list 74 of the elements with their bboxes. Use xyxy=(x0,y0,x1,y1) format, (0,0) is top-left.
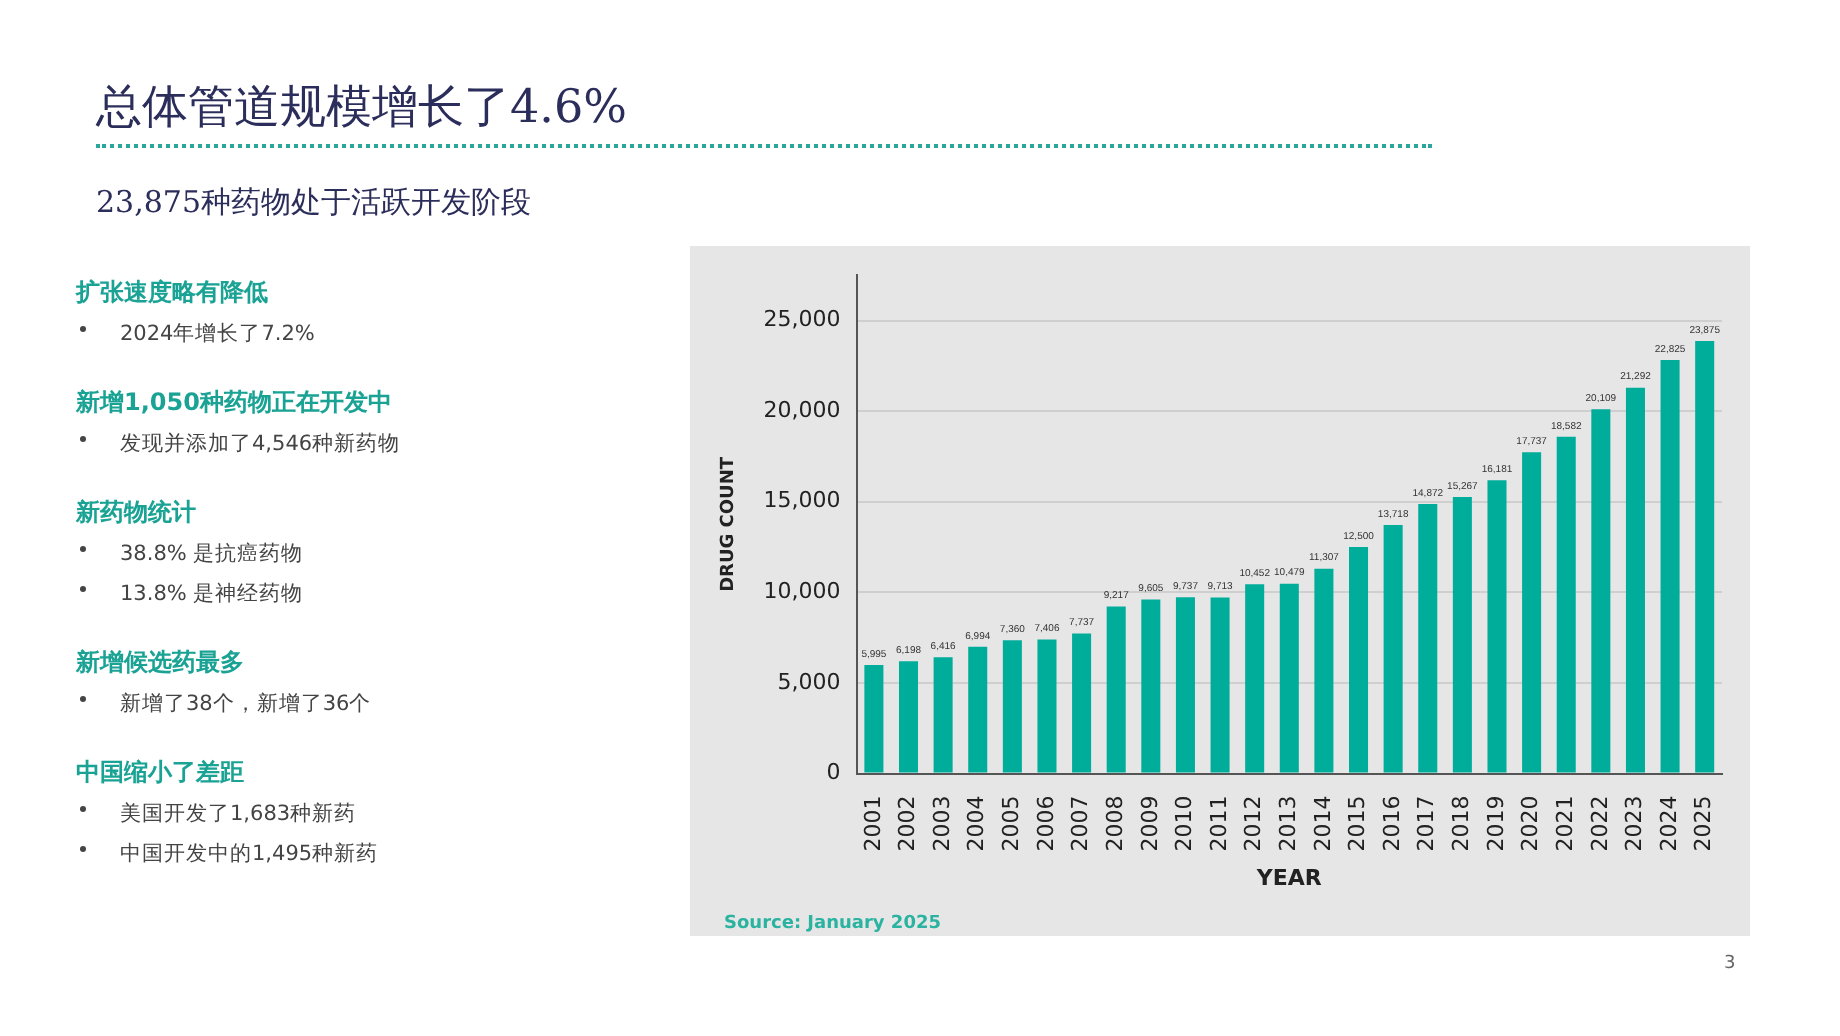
bar xyxy=(898,661,919,773)
x-tick-label: 2007 xyxy=(1067,795,1094,852)
text: 新增候选药最多 xyxy=(76,646,246,680)
x-tick-label: 2009 xyxy=(1136,795,1163,852)
source-note: Source: January 2025 xyxy=(724,914,941,934)
x-tick-label: 2011 xyxy=(1205,795,1232,852)
y-tick-label: 20,000 xyxy=(763,396,841,423)
bar xyxy=(1556,436,1576,773)
bar xyxy=(1245,584,1265,773)
x-tick-label: 2013 xyxy=(1275,795,1302,852)
bar xyxy=(1037,639,1057,773)
bar xyxy=(1072,633,1092,773)
x-tick-label: 2002 xyxy=(894,795,921,852)
x-tick-label: 2008 xyxy=(1101,795,1128,852)
x-tick-label: 2016 xyxy=(1378,795,1405,852)
bar xyxy=(1660,359,1680,773)
bar xyxy=(933,657,953,773)
bar xyxy=(1418,504,1438,773)
bar xyxy=(1175,597,1195,773)
x-tick-label: 2022 xyxy=(1586,795,1613,852)
x-axis-title: YEAR xyxy=(1254,864,1323,891)
bar xyxy=(968,646,988,773)
x-tick-label: 2003 xyxy=(928,795,955,852)
x-tick-label: 2012 xyxy=(1240,795,1267,852)
x-tick-label: 2023 xyxy=(1621,795,1648,852)
bar xyxy=(1210,597,1230,773)
bar xyxy=(1002,640,1022,773)
text: 23,875种药物处于活跃开发阶段 xyxy=(96,184,531,222)
bar xyxy=(1452,496,1472,773)
x-tick-label: 2015 xyxy=(1344,795,1371,852)
x-tick-label: 2004 xyxy=(963,795,990,852)
text: 新增1,050种药物正在开发中 xyxy=(76,386,394,420)
text: 3 xyxy=(1724,954,1736,974)
x-tick-label: 2014 xyxy=(1309,795,1336,852)
text: 中国缩小了差距 xyxy=(76,756,246,790)
text: 新增了38个，新增了36个 xyxy=(118,690,374,720)
bar xyxy=(1695,340,1715,773)
bar xyxy=(1625,387,1645,773)
y-tick-label: 15,000 xyxy=(763,487,841,514)
text: 新药物统计 xyxy=(76,496,198,530)
y-tick-label: 10,000 xyxy=(763,578,841,605)
x-tick-label: 2017 xyxy=(1413,795,1440,852)
bar xyxy=(1522,452,1542,773)
y-tick-label: 0 xyxy=(826,759,841,786)
x-tick-label: 2018 xyxy=(1448,795,1475,852)
x-tick-label: 2019 xyxy=(1482,795,1509,852)
text: 发现并添加了4,546种新药物 xyxy=(118,430,403,460)
x-tick-label: 2020 xyxy=(1517,795,1544,852)
x-tick-label: 2021 xyxy=(1551,795,1578,852)
bar xyxy=(1383,524,1403,773)
text: 中国开发中的1,495种新药 xyxy=(118,840,381,870)
text: 美国开发了1,683种新药 xyxy=(118,800,359,830)
y-axis-title: DRUG COUNT xyxy=(719,455,740,592)
y-tick-label: 25,000 xyxy=(763,306,841,333)
bar xyxy=(1349,547,1369,773)
bar xyxy=(1279,583,1299,773)
bar xyxy=(864,664,884,773)
bar xyxy=(1314,568,1334,773)
text: 2024年增长了7.2% xyxy=(118,320,317,350)
x-tick-label: 2025 xyxy=(1690,795,1717,852)
text: 扩张速度略有降低 xyxy=(76,276,270,310)
x-tick-label: 2006 xyxy=(1032,795,1059,852)
x-tick-label: 2010 xyxy=(1171,795,1198,852)
text: 38.8% 是抗癌药物 xyxy=(118,540,306,570)
x-tick-label: 2024 xyxy=(1655,795,1682,852)
bar xyxy=(1487,480,1507,773)
bar xyxy=(1106,606,1126,773)
text: 总体管道规模增长了4.6% xyxy=(96,80,627,138)
y-tick-label: 5,000 xyxy=(777,668,841,695)
x-tick-label: 2001 xyxy=(859,795,886,852)
bar xyxy=(1591,409,1611,773)
text: 13.8% 是神经药物 xyxy=(118,580,306,610)
bar xyxy=(1141,599,1161,773)
x-tick-label: 2005 xyxy=(998,795,1025,852)
